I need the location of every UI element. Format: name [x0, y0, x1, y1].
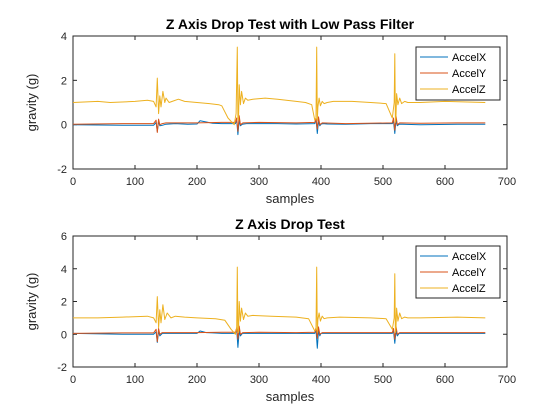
series-line-accely	[73, 325, 486, 343]
x-tick-label: 600	[436, 176, 454, 188]
legend-label-accelx: AccelX	[452, 52, 487, 64]
legend-label-accelz: AccelZ	[452, 283, 486, 295]
x-axis-label: samples	[266, 191, 315, 206]
x-tick-label: 100	[126, 176, 144, 188]
y-tick-label: 4	[61, 264, 67, 276]
x-tick-label: 400	[312, 374, 330, 386]
legend: AccelX AccelY AccelZ	[415, 245, 501, 299]
x-tick-label: 300	[250, 374, 268, 386]
x-tick-label: 600	[436, 374, 454, 386]
legend: AccelX AccelY AccelZ	[415, 46, 501, 101]
x-tick-label: 100	[126, 374, 144, 386]
subplot-1: Z Axis Drop Test with Low Pass Filter 0 10…	[24, 16, 516, 206]
x-tick-label: 0	[70, 176, 76, 188]
x-tick-label: 300	[250, 176, 268, 188]
series-line-accelz	[73, 46, 486, 126]
legend-label-accely: AccelY	[452, 267, 487, 279]
y-tick-label: 2	[61, 297, 67, 309]
y-tick-label: 0	[61, 120, 67, 132]
chart-title: Z Axis Drop Test with Low Pass Filter	[166, 16, 415, 32]
y-tick-label: 2	[61, 75, 67, 87]
x-tick-label: 500	[374, 176, 392, 188]
legend-label-accelz: AccelZ	[452, 84, 486, 96]
y-tick-label: 4	[61, 31, 67, 43]
x-tick-label: 700	[498, 374, 516, 386]
legend-label-accely: AccelY	[452, 68, 487, 80]
series-group	[73, 266, 486, 349]
x-tick-label: 200	[188, 176, 206, 188]
x-tick-label: 400	[312, 176, 330, 188]
legend-label-accelx: AccelX	[452, 251, 487, 263]
y-axis-label: gravity (g)	[24, 273, 39, 331]
x-tick-label: 0	[70, 374, 76, 386]
y-axis-label: gravity (g)	[24, 74, 39, 132]
y-tick-label: 6	[61, 231, 67, 243]
series-group	[73, 46, 486, 136]
y-tick-label: -2	[57, 362, 67, 374]
subplot-2: Z Axis Drop Test 0 100 200 300 400 500 600 700 -2…	[24, 216, 516, 404]
x-tick-label: 500	[374, 374, 392, 386]
series-line-accelz	[73, 266, 486, 335]
y-tick-label: -2	[57, 164, 67, 176]
x-tick-label: 200	[188, 374, 206, 386]
chart-title: Z Axis Drop Test	[235, 216, 345, 232]
y-tick-label: 0	[61, 329, 67, 341]
x-tick-label: 700	[498, 176, 516, 188]
series-line-accely	[73, 115, 486, 133]
x-axis-label: samples	[266, 389, 315, 404]
